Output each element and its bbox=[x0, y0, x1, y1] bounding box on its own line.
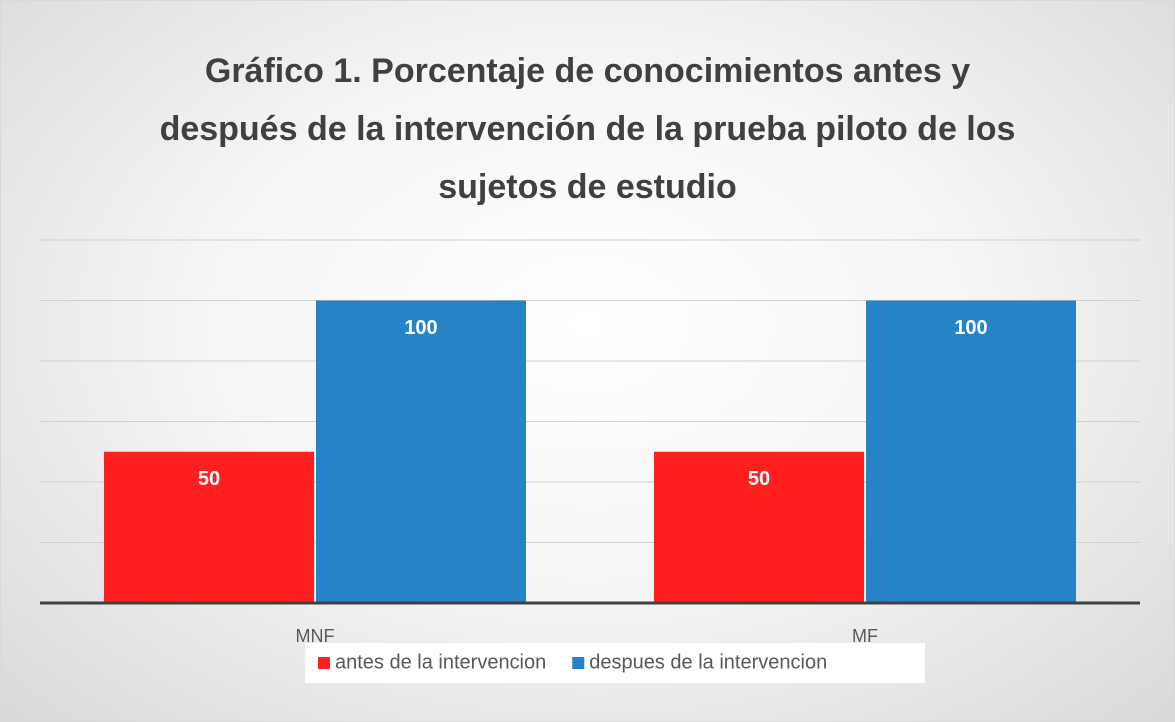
x-tick-label: MNF bbox=[296, 626, 335, 646]
legend-swatch bbox=[318, 657, 330, 669]
legend-swatch bbox=[572, 657, 585, 669]
data-label: 50 bbox=[198, 468, 220, 490]
bar bbox=[316, 300, 526, 603]
data-label: 100 bbox=[954, 317, 987, 339]
data-label: 50 bbox=[748, 468, 770, 490]
legend-label: despues de la intervencion bbox=[589, 651, 827, 673]
legend-label: antes de la intervencion bbox=[335, 651, 546, 673]
bar bbox=[654, 451, 864, 603]
chart-title: Gráfico 1. Porcentaje de conocimientos a… bbox=[159, 52, 1016, 206]
bar bbox=[104, 451, 314, 603]
legend-box bbox=[305, 643, 925, 683]
data-label: 100 bbox=[404, 317, 437, 339]
bar bbox=[866, 300, 1076, 603]
x-tick-label: MF bbox=[852, 626, 878, 646]
